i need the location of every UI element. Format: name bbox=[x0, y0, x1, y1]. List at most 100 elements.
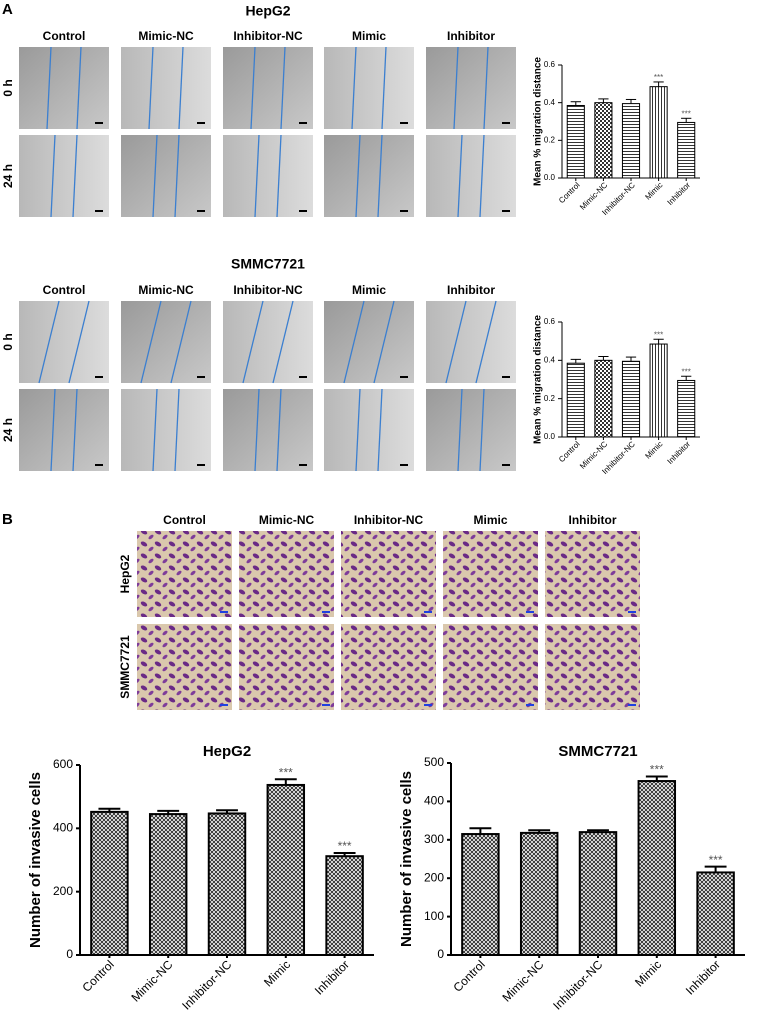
x-tick-label: Inhibitor-NC bbox=[550, 957, 605, 1012]
column-label: Mimic-NC bbox=[259, 513, 315, 527]
significance: *** bbox=[682, 367, 691, 376]
significance: *** bbox=[338, 839, 352, 853]
bar bbox=[148, 813, 188, 956]
column-label: Mimic bbox=[352, 29, 386, 43]
wound-edge bbox=[250, 46, 256, 130]
scale-bar bbox=[400, 122, 408, 124]
x-tick-label: Control bbox=[80, 957, 117, 994]
row-label: 0 h bbox=[1, 79, 15, 96]
scale-bar bbox=[299, 376, 307, 378]
column-label: Inhibitor-NC bbox=[233, 283, 303, 297]
micrograph bbox=[443, 531, 538, 617]
column-label: Inhibitor bbox=[447, 29, 495, 43]
wound-edge bbox=[276, 388, 282, 472]
x-tick-label: Inhibitor bbox=[683, 957, 723, 997]
micrograph bbox=[324, 301, 414, 383]
wound-edge bbox=[475, 300, 497, 384]
micrograph bbox=[223, 47, 313, 129]
x-tick-label: Mimic bbox=[261, 957, 293, 989]
wound-edge bbox=[170, 300, 192, 384]
wound-edge bbox=[174, 134, 180, 218]
micrograph bbox=[545, 531, 640, 617]
scale-bar bbox=[322, 611, 330, 613]
micrograph bbox=[121, 301, 211, 383]
column-label: Mimic bbox=[352, 283, 386, 297]
panel-label: B bbox=[2, 511, 13, 528]
y-tick-label: 200 bbox=[424, 870, 444, 884]
scale-bar bbox=[197, 464, 205, 466]
bar bbox=[637, 780, 677, 956]
significance: *** bbox=[654, 330, 663, 339]
scale-bar bbox=[424, 611, 432, 613]
micrograph bbox=[324, 135, 414, 217]
scale-bar bbox=[502, 122, 510, 124]
micrograph bbox=[223, 389, 313, 471]
micrograph bbox=[545, 624, 640, 710]
bar bbox=[677, 121, 696, 179]
scale-bar bbox=[197, 210, 205, 212]
x-tick-label: Mimic bbox=[632, 957, 664, 989]
column-label: Inhibitor bbox=[569, 513, 617, 527]
micrograph bbox=[443, 624, 538, 710]
y-tick-label: 300 bbox=[424, 832, 444, 846]
row-label: 0 h bbox=[1, 333, 15, 350]
y-tick-label: 600 bbox=[53, 757, 73, 771]
x-tick-label: Inhibitor bbox=[666, 439, 693, 466]
wound-edge bbox=[148, 46, 154, 130]
wound-edge bbox=[50, 388, 56, 472]
x-tick-label: Inhibitor-NC bbox=[179, 957, 234, 1012]
scale-bar bbox=[322, 704, 330, 706]
micrograph bbox=[121, 135, 211, 217]
y-tick-label: 0.0 bbox=[544, 432, 556, 441]
micrograph bbox=[239, 624, 334, 710]
scale-bar bbox=[526, 704, 534, 706]
column-label: Mimic bbox=[473, 513, 507, 527]
group-title: HepG2 bbox=[245, 3, 290, 19]
wound-edge bbox=[483, 46, 489, 130]
y-tick-label: 500 bbox=[424, 755, 444, 769]
y-tick-label: 0.6 bbox=[544, 317, 556, 326]
row-label: SMMC7721 bbox=[118, 635, 132, 699]
wound-edge bbox=[355, 134, 361, 218]
scale-bar bbox=[299, 464, 307, 466]
bar bbox=[594, 359, 613, 438]
y-tick-label: 0.6 bbox=[544, 60, 556, 69]
y-tick-label: 0.0 bbox=[544, 173, 556, 182]
column-label: Inhibitor-NC bbox=[233, 29, 303, 43]
micrograph bbox=[341, 531, 436, 617]
wound-edge bbox=[38, 300, 60, 384]
y-tick-label: 0.4 bbox=[544, 98, 556, 107]
column-label: Control bbox=[163, 513, 206, 527]
y-tick-label: 0 bbox=[66, 947, 73, 961]
y-axis-label: Mean % migration distance bbox=[533, 315, 544, 444]
scale-bar bbox=[502, 210, 510, 212]
y-axis-label: Number of invasive cells bbox=[398, 771, 415, 947]
scale-bar bbox=[628, 704, 636, 706]
wound-edge bbox=[351, 46, 357, 130]
micrograph bbox=[19, 135, 109, 217]
micrograph bbox=[426, 47, 516, 129]
x-tick-label: Inhibitor bbox=[666, 180, 693, 207]
micrograph bbox=[137, 624, 232, 710]
significance: *** bbox=[709, 853, 723, 867]
scale-bar bbox=[95, 210, 103, 212]
wound-edge bbox=[479, 388, 485, 472]
bar bbox=[578, 831, 618, 956]
significance: *** bbox=[279, 765, 293, 779]
wound-edge bbox=[72, 388, 78, 472]
y-axis-label: Number of invasive cells bbox=[27, 772, 44, 948]
wound-edge bbox=[276, 134, 282, 218]
bar bbox=[649, 343, 668, 438]
y-tick-label: 200 bbox=[53, 884, 73, 898]
wound-edge bbox=[174, 388, 180, 472]
wound-edge bbox=[343, 300, 365, 384]
y-tick-label: 0 bbox=[437, 947, 444, 961]
micrograph bbox=[341, 624, 436, 710]
scale-bar bbox=[400, 376, 408, 378]
scale-bar bbox=[95, 122, 103, 124]
x-tick-label: Control bbox=[451, 957, 488, 994]
column-label: Inhibitor bbox=[447, 283, 495, 297]
bar bbox=[621, 360, 641, 438]
scale-bar bbox=[299, 122, 307, 124]
micrograph bbox=[426, 389, 516, 471]
